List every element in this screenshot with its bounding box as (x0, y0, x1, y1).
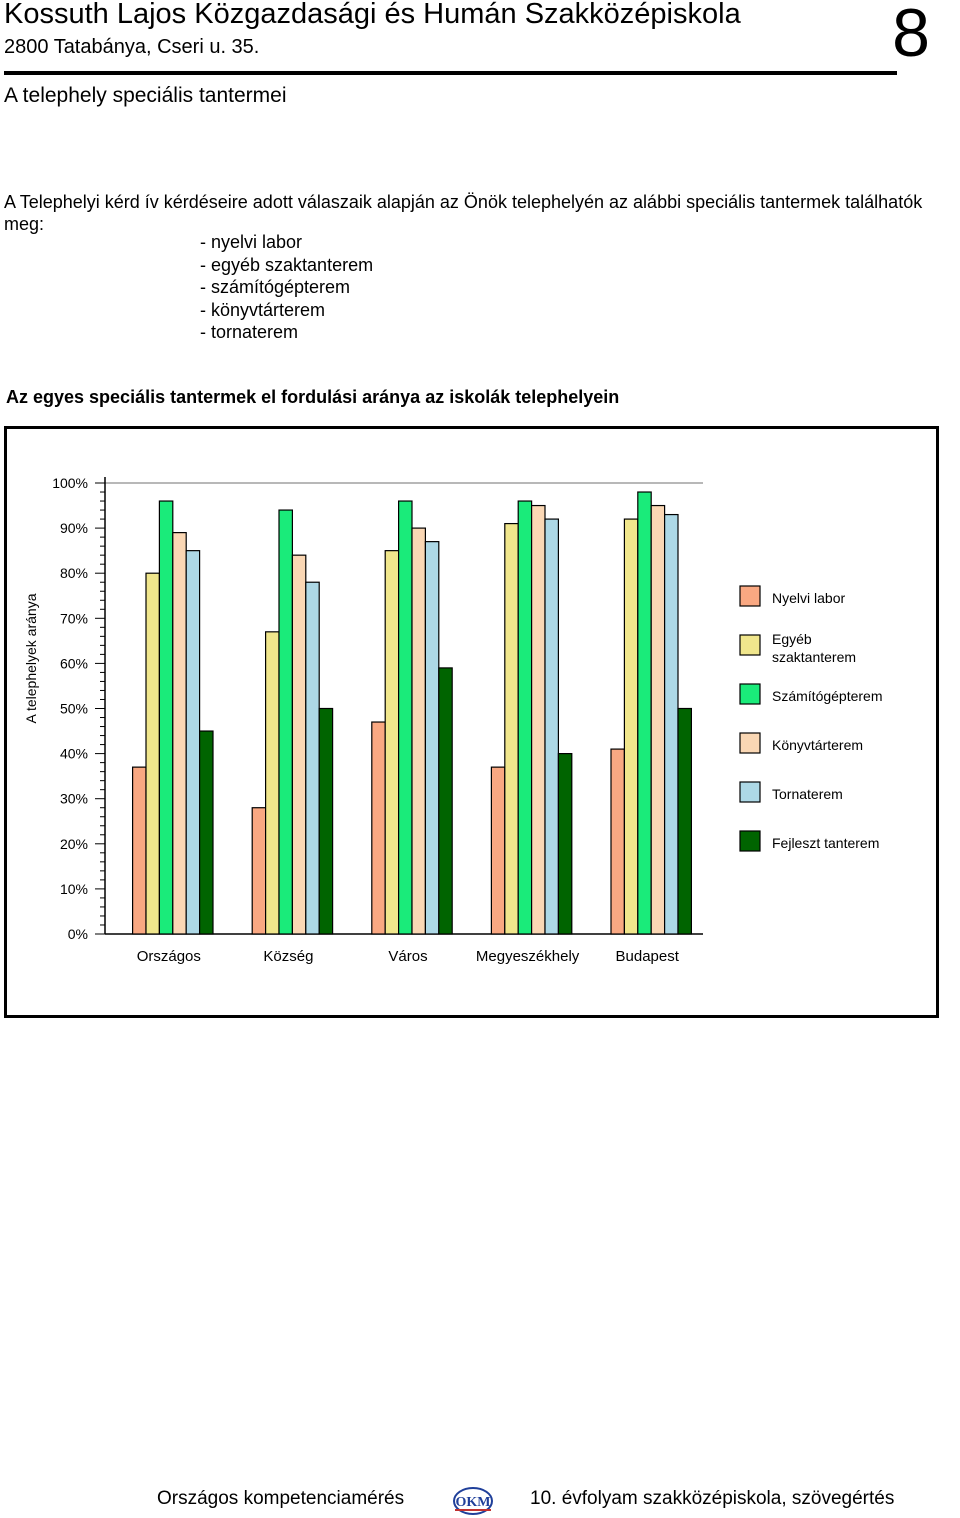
bar (371, 721, 386, 935)
x-category-label: Budapest (616, 948, 680, 965)
bar (131, 766, 147, 935)
legend-swatch (739, 634, 761, 656)
room-list: - nyelvi labor - egyéb szaktanterem - sz… (200, 231, 373, 344)
y-tick-label: 60% (60, 655, 88, 671)
bar (199, 730, 214, 935)
legend-swatch (739, 585, 761, 607)
legend-label: Nyelvi labor (772, 590, 845, 606)
x-category-label: Város (388, 948, 427, 965)
room-list-item: - nyelvi labor (200, 232, 303, 252)
bar (291, 554, 307, 935)
bar (557, 753, 573, 935)
bar (424, 541, 440, 935)
bar (650, 504, 666, 935)
legend-label-line2: szaktanterem (772, 649, 856, 665)
legend-label: Fejleszt tanterem (772, 835, 879, 851)
intro-paragraph: A Telephelyi kérd ív kérdéseire adott vá… (4, 192, 923, 234)
chart-frame: 0% 10% 20% 30% 40% 50% 60% 70% 80% 90% 100% A telep… (4, 426, 939, 1018)
bar (544, 518, 559, 935)
room-list-item: - egyéb szaktanterem (200, 254, 374, 275)
y-tick-label: 20% (60, 836, 88, 852)
room-list-item: - számítógépterem (200, 277, 351, 297)
bar (398, 500, 413, 935)
bar (251, 807, 267, 935)
x-category-label: Országos (137, 948, 201, 965)
bar (318, 707, 334, 935)
bar (172, 532, 187, 935)
bar (677, 707, 692, 935)
bar (623, 518, 639, 935)
footer-right-text: 10. évfolyam szakközépiskola, szövegérté… (530, 1488, 895, 1509)
footer-left-text: Országos kompetenciamérés (157, 1488, 405, 1509)
y-tick-label: 30% (60, 791, 88, 807)
y-tick-label: 70% (60, 610, 88, 626)
okm-logo: OKM (453, 1487, 493, 1515)
school-address: 2800 Tatabánya, Cseri u. 35. (4, 36, 260, 58)
bar (145, 572, 160, 935)
y-tick-label: 50% (60, 701, 88, 717)
x-category-label: Megyeszékhely (476, 948, 580, 965)
bar (185, 550, 201, 935)
legend-label: Könyvtárterem (772, 737, 863, 753)
bar (265, 631, 280, 935)
header-rule (4, 71, 897, 75)
bar (504, 522, 519, 935)
bar (517, 500, 533, 935)
school-name: Kossuth Lajos Közgazdasági és Humán Szak… (4, 0, 741, 30)
bar (278, 509, 293, 935)
bar (490, 766, 506, 935)
legend-swatch (739, 830, 761, 852)
legend-label: Egyéb (772, 631, 812, 647)
bar (411, 527, 426, 935)
y-tick-label: 40% (60, 746, 88, 762)
bar (610, 748, 625, 935)
legend-swatch (739, 683, 761, 705)
chart-title: Az egyes speciális tantermek el fordulás… (6, 387, 620, 407)
bar (438, 667, 453, 935)
y-axis-title: A telephelyek aránya (23, 593, 39, 723)
bar (637, 491, 652, 935)
legend-label: Tornaterem (772, 786, 843, 802)
section-title: A telephely speciális tantermei (4, 84, 287, 107)
y-tick-label: 100% (52, 475, 88, 491)
bar (530, 504, 546, 935)
y-tick-label: 0% (68, 926, 88, 942)
bar (384, 550, 400, 935)
room-list-item: - tornaterem (200, 322, 299, 342)
bar (158, 500, 174, 935)
legend-swatch (739, 732, 761, 754)
y-tick-label: 10% (60, 881, 88, 897)
legend-swatch (739, 781, 761, 803)
bar (663, 513, 679, 935)
bar-chart: 0% 10% 20% 30% 40% 50% 60% 70% 80% 90% 100% A telep… (23, 475, 883, 965)
y-tick-label: 90% (60, 520, 88, 536)
x-category-label: Község (263, 948, 313, 965)
legend-label: Számítógépterem (772, 688, 883, 704)
y-tick-label: 80% (60, 565, 88, 581)
bar (305, 581, 320, 935)
room-list-item: - könyvtárterem (200, 299, 326, 320)
svg-text:OKM: OKM (456, 1495, 491, 1510)
page-number: 8 (892, 0, 930, 71)
